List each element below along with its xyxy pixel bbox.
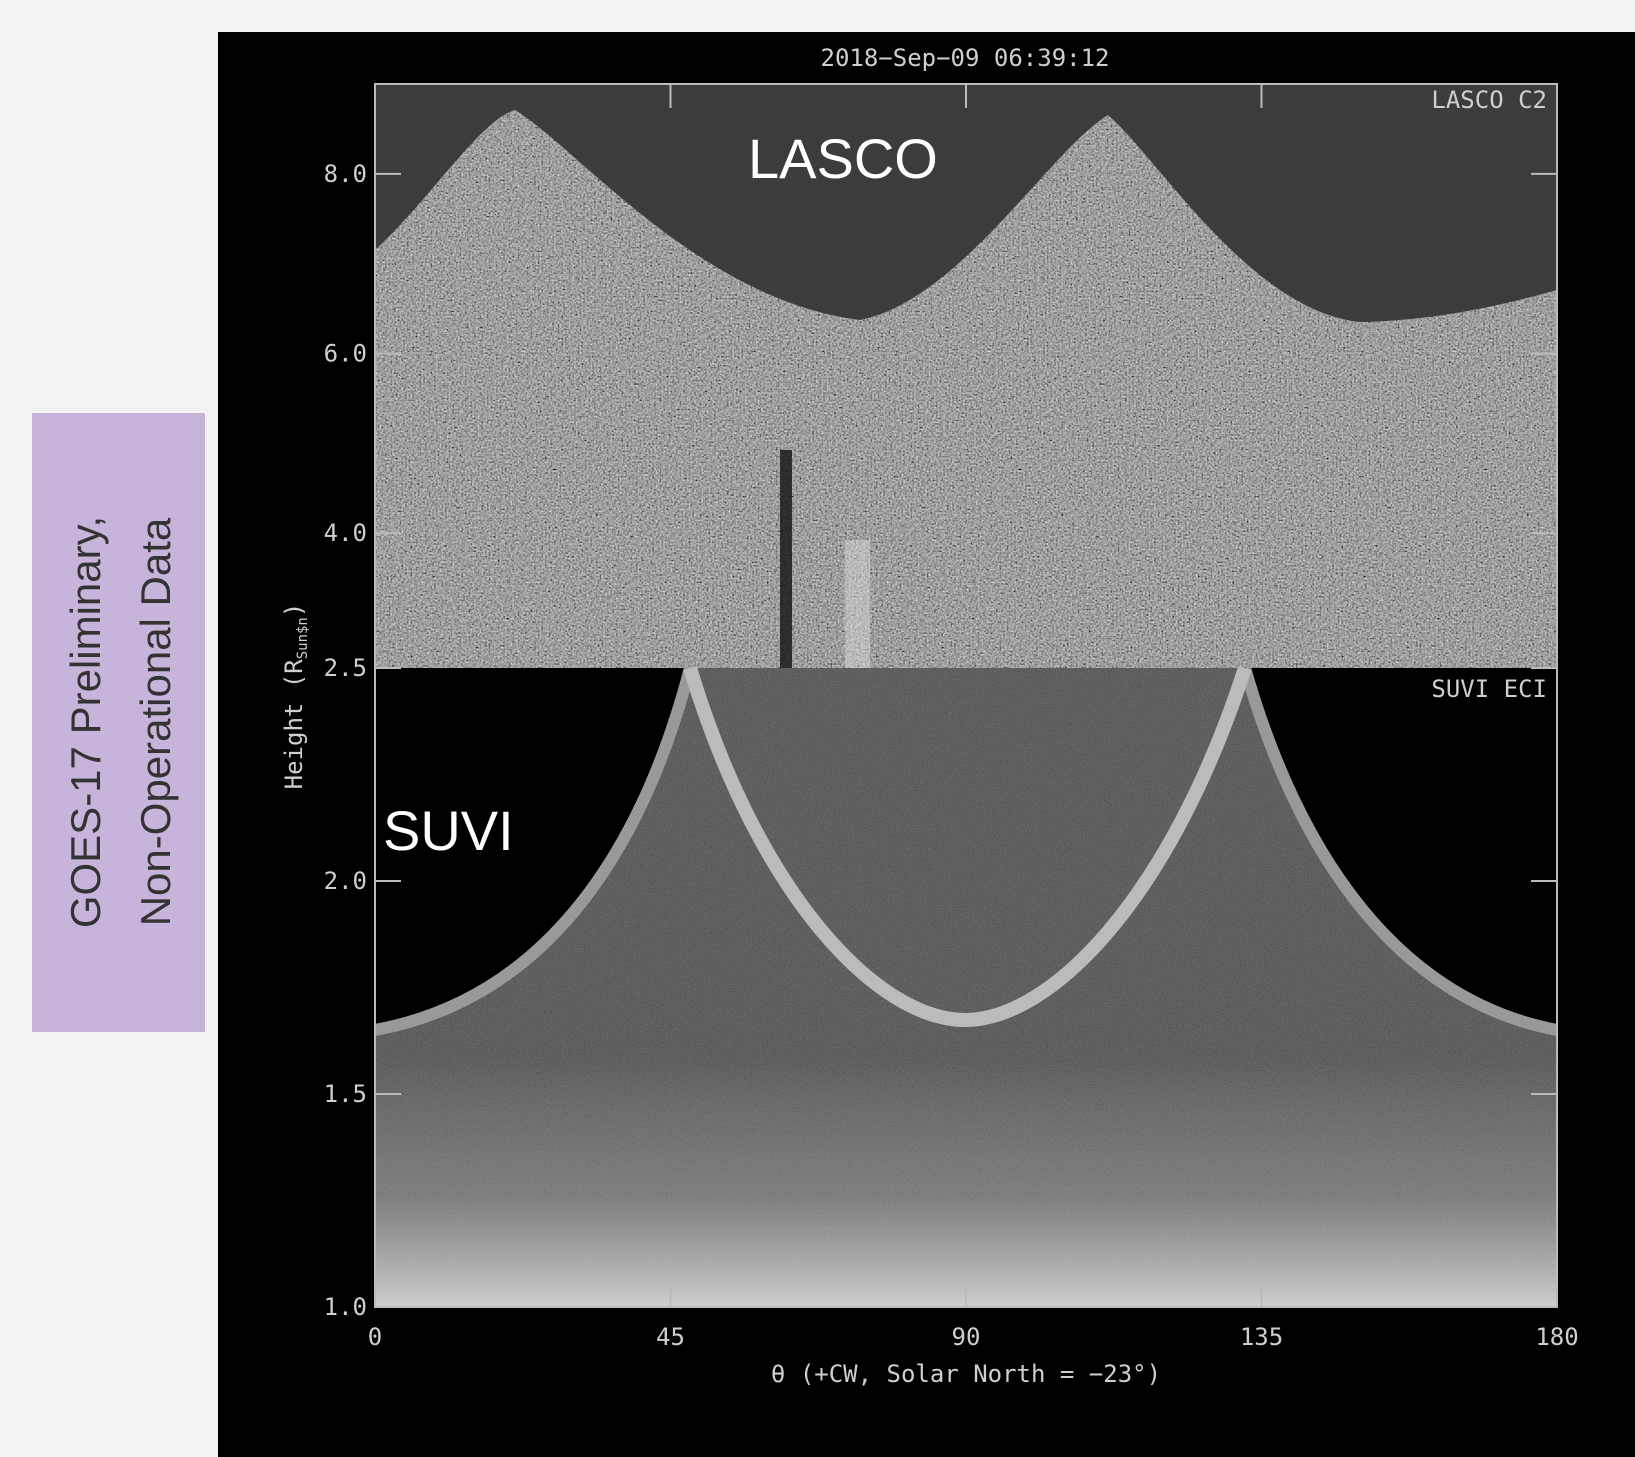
y-label-sub: Sun$n <box>295 617 311 659</box>
corona <box>375 1060 1557 1307</box>
x-tick-label: 0 <box>368 1323 382 1351</box>
panel-label: LASCO C2 <box>1431 86 1547 114</box>
y-tick-label: 6.0 <box>324 340 367 368</box>
y-tick-label: 1.5 <box>324 1080 367 1108</box>
note-line: GOES-17 Preliminary, <box>62 516 109 928</box>
overlay-label: SUVI <box>383 799 514 862</box>
streak <box>845 540 870 668</box>
figure: GOES-17 Preliminary, Non-Operational Dat… <box>0 0 1635 1457</box>
x-tick-label: 135 <box>1240 1323 1283 1351</box>
y-tick-label: 1.0 <box>324 1293 367 1321</box>
x-axis-label: θ (+CW, Solar North = −23°) <box>771 1360 1161 1388</box>
x-tick-label: 90 <box>952 1323 981 1351</box>
suvi-image <box>375 668 1557 1307</box>
lasco-image <box>375 84 1557 668</box>
y-tick-label: 4.0 <box>324 519 367 547</box>
y-tick-label: 8.0 <box>324 160 367 188</box>
note-box <box>32 413 205 1032</box>
y-tick-label: 2.0 <box>324 867 367 895</box>
y-tick-label: 2.5 <box>324 654 367 682</box>
note-line: Non-Operational Data <box>132 517 179 926</box>
title: 2018−Sep−09 06:39:12 <box>821 44 1110 72</box>
streak <box>780 450 792 668</box>
y-label-close: ) <box>280 603 308 617</box>
overlay-label: LASCO <box>748 127 938 190</box>
x-tick-label: 45 <box>656 1323 685 1351</box>
panel-label: SUVI ECI <box>1431 675 1547 703</box>
x-tick-label: 180 <box>1535 1323 1578 1351</box>
y-label-text: Height (R <box>280 659 308 790</box>
